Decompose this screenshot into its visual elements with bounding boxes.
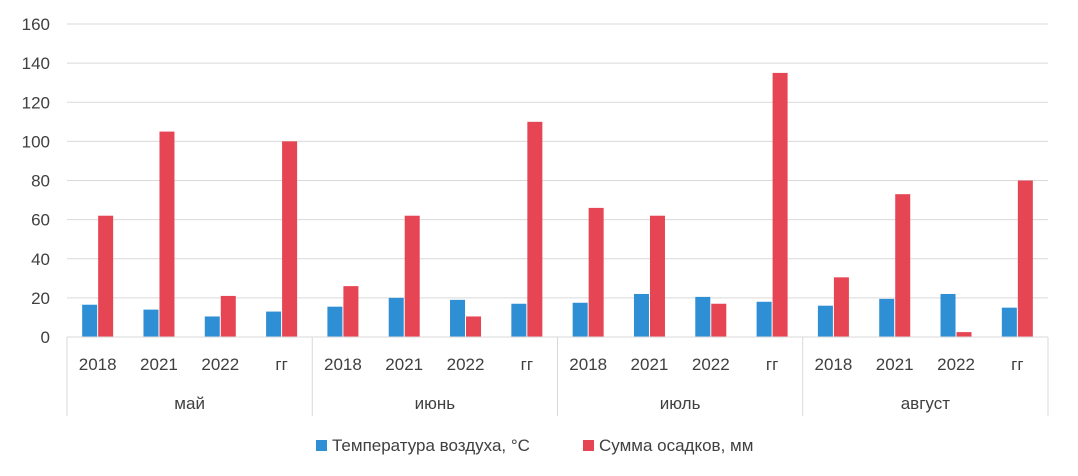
bar-temperature	[1001, 307, 1017, 337]
bar-temperature	[204, 316, 220, 337]
bar-precipitation	[588, 207, 604, 337]
y-tick-label: 0	[41, 328, 50, 347]
bar-temperature	[388, 297, 404, 337]
bar-precipitation	[159, 131, 175, 337]
x-tick-label: гг	[1011, 355, 1023, 374]
bar-precipitation	[895, 194, 911, 337]
bars	[82, 72, 1033, 337]
legend-label-precipitation: Сумма осадков, мм	[599, 436, 753, 455]
group-label: июль	[660, 394, 701, 413]
x-tick-label: гг	[521, 355, 533, 374]
bar-temperature	[511, 303, 527, 337]
bar-temperature	[450, 299, 466, 337]
bar-precipitation	[772, 72, 788, 337]
bar-precipitation	[833, 277, 849, 337]
bar-temperature	[940, 293, 956, 337]
legend-label-temperature: Температура воздуха, °С	[332, 436, 530, 455]
x-tick-label: 2022	[937, 355, 975, 374]
bar-precipitation	[466, 316, 482, 337]
group-label: май	[174, 394, 205, 413]
bar-temperature	[82, 304, 98, 337]
x-tick-label: гг	[275, 355, 287, 374]
y-tick-label: 160	[22, 15, 50, 34]
bar-precipitation	[98, 215, 114, 337]
group-label: август	[901, 394, 950, 413]
legend-swatch-temperature	[316, 440, 327, 451]
bar-precipitation	[527, 121, 543, 337]
bar-temperature	[695, 296, 711, 337]
legend: Температура воздуха, °С Сумма осадков, м…	[316, 436, 753, 455]
legend-swatch-precipitation	[583, 440, 594, 451]
bar-precipitation	[220, 295, 236, 337]
x-tick-label: 2018	[324, 355, 362, 374]
x-tick-label: 2018	[79, 355, 117, 374]
x-tick-label: 2021	[631, 355, 669, 374]
x-tick-label: 2018	[814, 355, 852, 374]
x-axis-group-labels: май июнь июль август	[174, 394, 950, 413]
bar-precipitation	[956, 332, 972, 337]
bar-precipitation	[649, 215, 665, 337]
bar-temperature	[633, 293, 649, 337]
bar-temperature	[756, 301, 772, 337]
bar-temperature	[327, 306, 343, 337]
bar-precipitation	[711, 303, 727, 337]
y-tick-label: 100	[22, 132, 50, 151]
y-axis-ticks: 0 20 40 60 80 100 120 140 160	[22, 15, 50, 347]
y-tick-label: 60	[31, 211, 50, 230]
y-tick-label: 120	[22, 93, 50, 112]
bar-temperature	[572, 302, 588, 337]
bar-temperature	[143, 309, 159, 337]
y-tick-label: 20	[31, 289, 50, 308]
bar-precipitation	[1017, 180, 1033, 337]
x-tick-label: 2022	[692, 355, 730, 374]
bar-temperature	[879, 298, 895, 337]
x-tick-label: гг	[766, 355, 778, 374]
y-tick-label: 140	[22, 54, 50, 73]
bar-precipitation	[343, 286, 359, 337]
bar-temperature	[266, 311, 282, 337]
group-label: июнь	[415, 394, 456, 413]
x-tick-label: 2022	[447, 355, 485, 374]
bar-temperature	[817, 305, 833, 337]
x-tick-label: 2018	[569, 355, 607, 374]
y-tick-label: 80	[31, 172, 50, 191]
x-tick-label: 2021	[876, 355, 914, 374]
y-tick-label: 40	[31, 250, 50, 269]
x-axis-category-labels: 2018 2021 2022 гг 2018 2021 2022 гг 2018 2021 2022…	[79, 355, 1024, 374]
x-tick-label: 2022	[201, 355, 239, 374]
gridlines	[67, 23, 1048, 299]
bar-precipitation	[404, 215, 420, 337]
x-axis	[66, 336, 1049, 416]
x-tick-label: 2021	[140, 355, 178, 374]
bar-precipitation	[282, 141, 298, 337]
x-tick-label: 2021	[385, 355, 423, 374]
